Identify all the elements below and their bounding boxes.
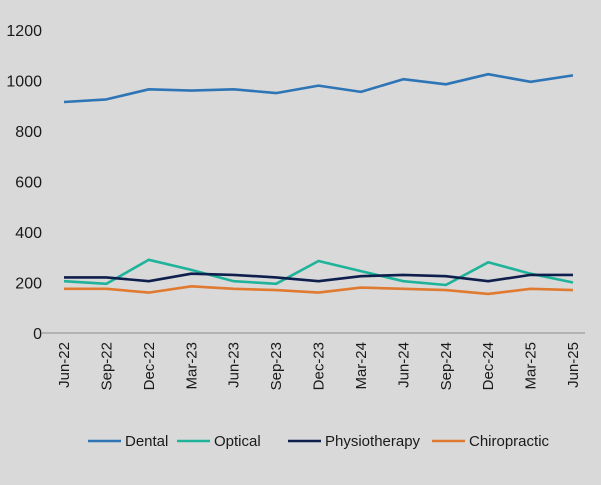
y-tick-label: 800 [15, 124, 42, 141]
x-tick-label: Jun-23 [226, 342, 243, 388]
x-tick-label: Mar-25 [523, 342, 540, 390]
x-axis-ticks: Jun-22 Sep-22 Dec-22 Mar-23 Jun-23 Sep-23 Dec-… [56, 342, 582, 390]
series-line-dental [63, 72, 574, 104]
y-tick-label: 600 [15, 175, 42, 192]
legend-label-chiropractic: Chiropractic [469, 433, 550, 450]
x-tick-label: Dec-22 [141, 342, 158, 390]
legend: Dental Optical Physiotherapy Chiropractic [88, 433, 550, 450]
x-tick-label: Sep-22 [98, 342, 115, 390]
x-tick-label: Jun-24 [395, 342, 412, 388]
legend-label-optical: Optical [214, 433, 261, 450]
x-tick-label: Dec-23 [311, 342, 328, 390]
x-tick-label: Mar-23 [183, 342, 200, 390]
x-tick-label: Dec-24 [480, 342, 497, 390]
legend-label-physiotherapy: Physiotherapy [325, 433, 421, 450]
series-lines [63, 72, 574, 296]
x-tick-label: Jun-22 [56, 342, 73, 388]
series-line-optical [63, 258, 574, 287]
y-tick-label: 1200 [6, 23, 42, 40]
series-line-chiropractic [64, 284, 574, 296]
x-tick-label: Sep-24 [438, 342, 455, 390]
x-tick-label: Jun-25 [565, 342, 582, 388]
y-tick-label: 400 [15, 225, 42, 242]
y-tick-label: 0 [33, 326, 42, 343]
y-axis-ticks: 0 200 400 600 800 1000 1200 [6, 23, 42, 343]
x-tick-label: Mar-24 [353, 342, 370, 390]
legend-label-dental: Dental [125, 433, 168, 450]
y-tick-label: 200 [15, 276, 42, 293]
series-line-physiotherapy [64, 272, 573, 283]
y-tick-label: 1000 [6, 74, 42, 91]
x-tick-label: Sep-23 [268, 342, 285, 390]
